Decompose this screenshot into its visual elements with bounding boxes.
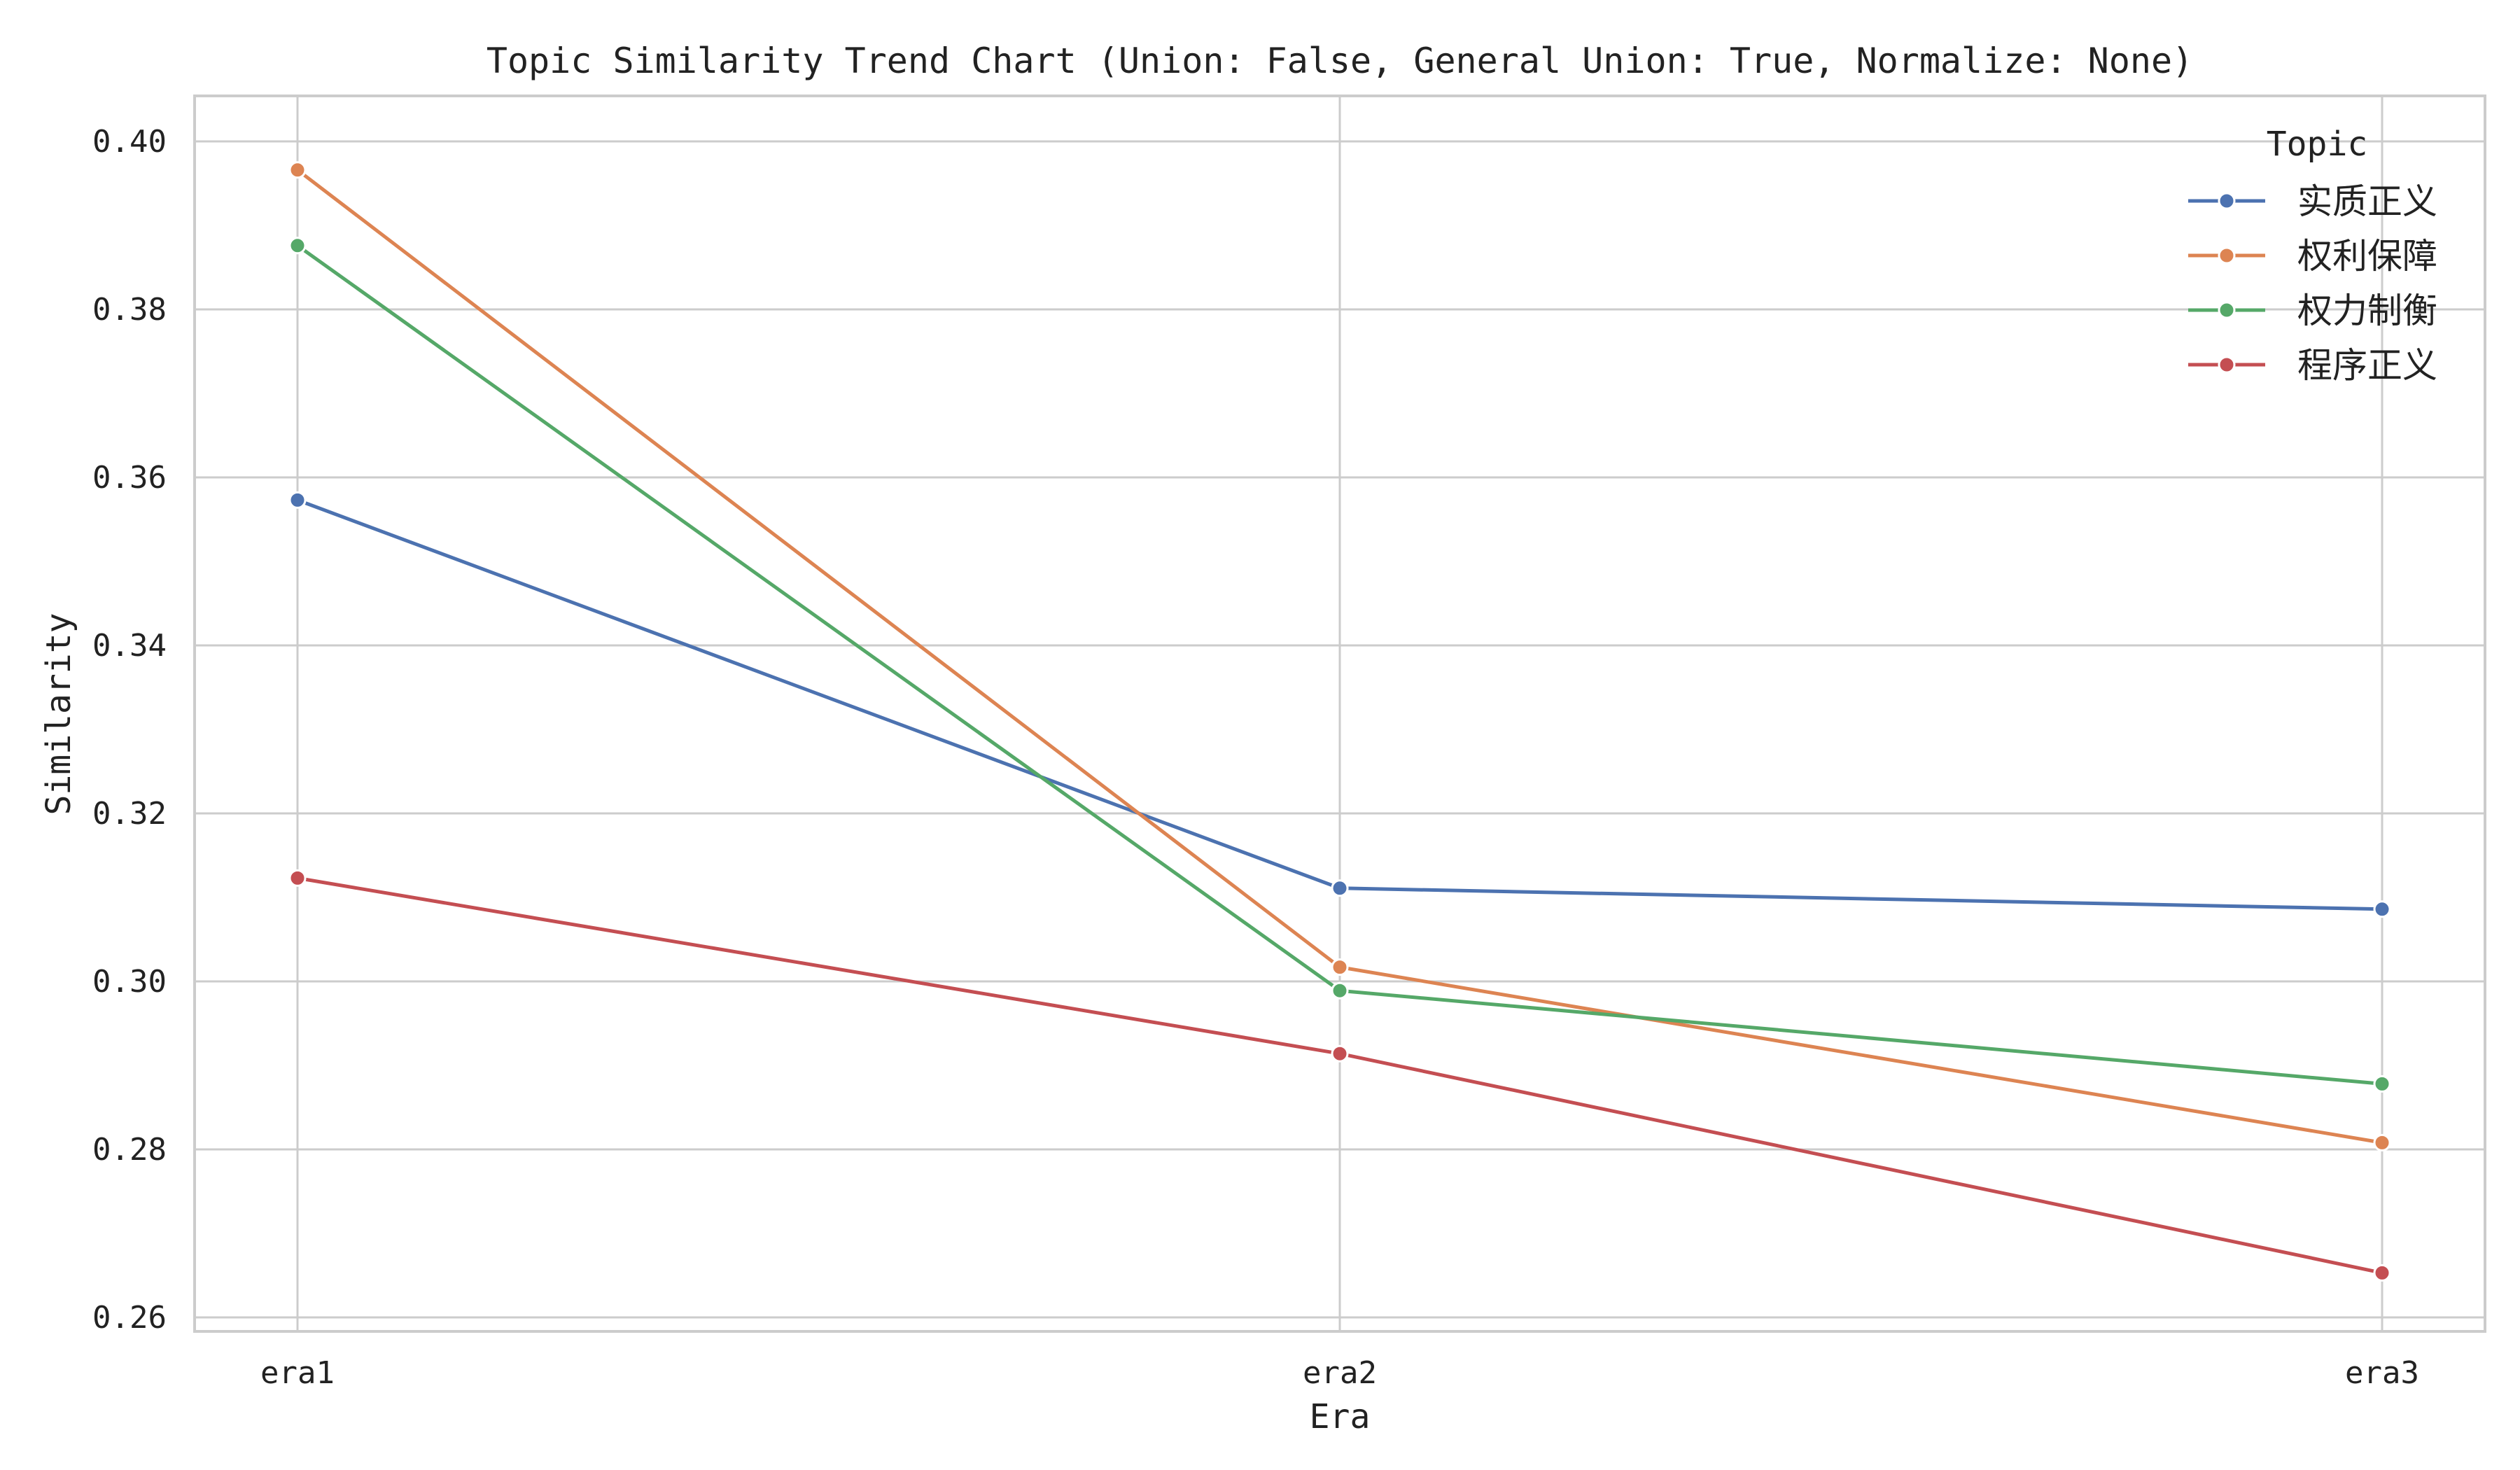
y-tick-label: 0.40 (92, 124, 167, 160)
legend-item: 权力制衡 (2188, 290, 2437, 331)
y-tick-label: 0.30 (92, 964, 167, 1000)
legend-title: Topic (2267, 125, 2368, 164)
x-tick-label: era2 (1303, 1355, 1377, 1391)
data-point (288, 161, 307, 179)
data-point (2373, 1133, 2391, 1152)
data-point (2373, 1264, 2391, 1282)
legend-swatch-marker (2218, 192, 2236, 210)
data-point (288, 237, 307, 255)
legend-swatch-marker (2218, 356, 2236, 374)
legend-label: 实质正义 (2297, 181, 2437, 222)
data-point (2373, 900, 2391, 918)
series-2 (288, 161, 2391, 1152)
data-point (1331, 958, 1349, 976)
y-tick-label: 0.28 (92, 1132, 167, 1168)
x-tick-label: era3 (2345, 1355, 2419, 1391)
legend-item: 实质正义 (2188, 181, 2437, 222)
x-axis-label: Era (1310, 1397, 1371, 1436)
legend-label: 权力制衡 (2297, 290, 2437, 331)
data-point (1331, 981, 1349, 1000)
y-tick-label: 0.36 (92, 460, 167, 496)
x-tick-label: era1 (260, 1355, 335, 1391)
data-point (288, 869, 307, 887)
legend-item: 程序正义 (2188, 345, 2437, 386)
series-4 (288, 869, 2391, 1282)
legend-swatch-marker (2218, 301, 2236, 319)
chart-title: Topic Similarity Trend Chart (Union: Fal… (486, 41, 2193, 81)
plot-frame (193, 94, 2486, 1333)
y-tick-label: 0.26 (92, 1300, 167, 1336)
data-point (1331, 1044, 1349, 1063)
data-point (2373, 1074, 2391, 1093)
grid (195, 96, 2485, 1331)
y-tick-label: 0.38 (92, 292, 167, 328)
series-1 (288, 491, 2391, 918)
y-tick-label: 0.32 (92, 796, 167, 832)
series-lines (288, 161, 2391, 1282)
legend-swatch-marker (2218, 246, 2236, 265)
data-point (288, 491, 307, 509)
y-tick-label: 0.34 (92, 628, 167, 664)
legend-item: 权利保障 (2188, 236, 2437, 276)
data-point (1331, 879, 1349, 897)
series-3 (288, 237, 2391, 1093)
y-axis-label: Similarity (39, 613, 78, 816)
legend-label: 权利保障 (2297, 236, 2437, 276)
tick-labels: 0.26 0.28 0.30 0.32 0.34 0.36 0.38 0.40 era1 era2… (92, 124, 2419, 1391)
legend-label: 程序正义 (2297, 345, 2437, 386)
